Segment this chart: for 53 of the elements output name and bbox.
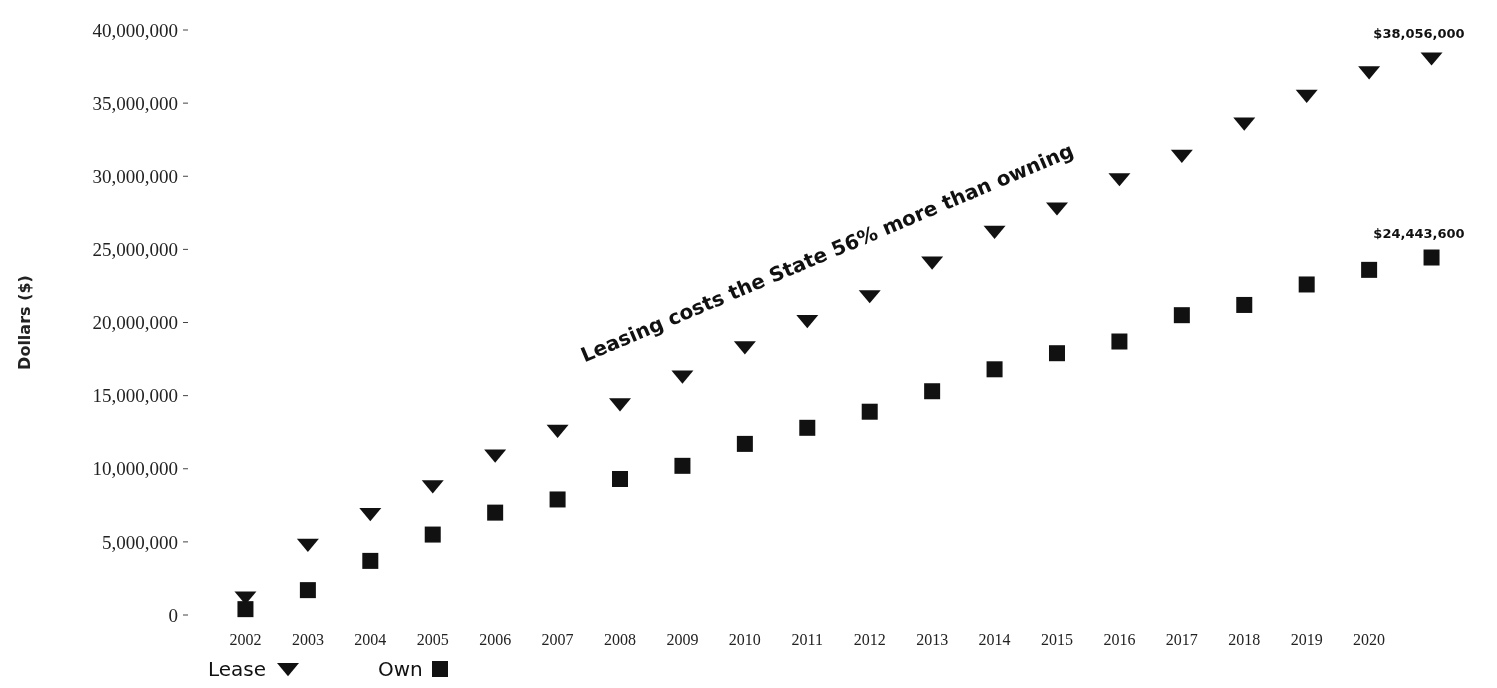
point bbox=[1111, 333, 1128, 350]
point bbox=[237, 601, 254, 618]
y-tick-label: 30,000,000 bbox=[92, 165, 178, 187]
y-axis-title: Dollars ($) bbox=[15, 275, 34, 370]
point bbox=[1236, 296, 1253, 313]
x-tick-label: 2016 bbox=[1103, 631, 1136, 648]
point bbox=[1048, 345, 1065, 362]
x-tick-label: 2011 bbox=[791, 631, 823, 648]
x-tick-label: 2018 bbox=[1228, 631, 1261, 648]
y-tick-label: 15,000,000 bbox=[92, 385, 178, 407]
x-tick-label: 2013 bbox=[916, 631, 949, 648]
point bbox=[1173, 307, 1190, 324]
x-tick-label: 2019 bbox=[1290, 631, 1323, 648]
x-tick-label: 2004 bbox=[354, 631, 387, 648]
data-label: $38,056,000 bbox=[1373, 26, 1465, 42]
x-tick-label: 2012 bbox=[853, 631, 886, 648]
point bbox=[299, 582, 316, 599]
y-tick-label: 35,000,000 bbox=[92, 92, 178, 114]
x-tick-label: 2009 bbox=[666, 631, 699, 648]
point bbox=[362, 552, 379, 569]
point bbox=[487, 504, 504, 521]
x-tick-label: 2017 bbox=[1165, 631, 1198, 648]
point bbox=[612, 470, 629, 487]
y-tick-label: 25,000,000 bbox=[92, 239, 178, 261]
x-tick-label: 2003 bbox=[291, 631, 324, 648]
point bbox=[424, 526, 441, 543]
data-label: $24,443,600 bbox=[1373, 225, 1465, 241]
point bbox=[986, 361, 1003, 378]
x-tick-label: 2006 bbox=[479, 631, 512, 648]
point bbox=[1361, 261, 1378, 278]
x-tick-label: 2015 bbox=[1040, 631, 1073, 648]
y-tick-label: 0 bbox=[168, 604, 178, 626]
legend-label: Own bbox=[378, 657, 423, 681]
x-tick-label: 2014 bbox=[978, 631, 1011, 648]
point bbox=[1298, 276, 1315, 293]
point bbox=[674, 457, 691, 474]
y-tick-label: 10,000,000 bbox=[92, 458, 178, 480]
point bbox=[799, 419, 816, 436]
point bbox=[736, 435, 753, 452]
x-tick-label: 2007 bbox=[541, 631, 574, 648]
x-tick-label: 2020 bbox=[1353, 631, 1386, 648]
y-tick-label: 40,000,000 bbox=[92, 19, 178, 41]
point bbox=[1423, 249, 1440, 266]
x-tick-label: 2002 bbox=[229, 631, 262, 648]
point bbox=[861, 403, 878, 420]
point bbox=[924, 383, 941, 400]
x-tick-label: 2005 bbox=[416, 631, 449, 648]
legend-label: Lease bbox=[208, 657, 267, 681]
y-tick-label: 20,000,000 bbox=[92, 312, 178, 334]
y-tick-label: 5,000,000 bbox=[102, 531, 178, 553]
x-tick-label: 2010 bbox=[728, 631, 761, 648]
x-tick-label: 2008 bbox=[604, 631, 637, 648]
point bbox=[549, 491, 566, 508]
